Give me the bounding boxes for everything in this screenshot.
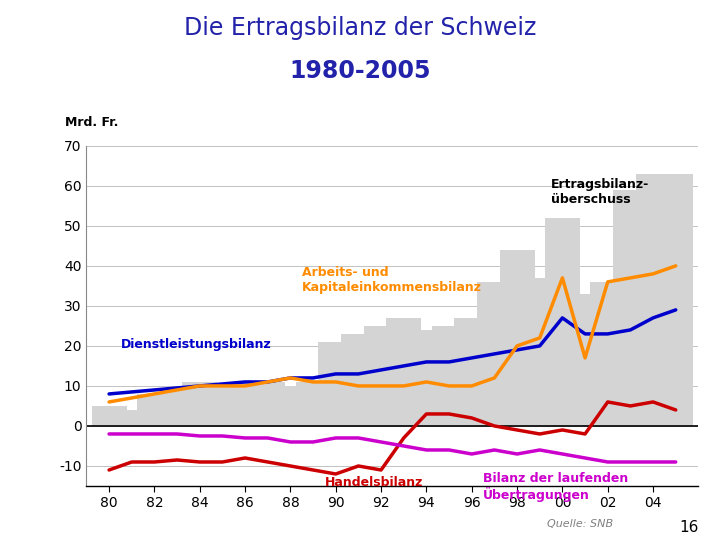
Bar <box>364 326 399 426</box>
Text: Quelle: SNB: Quelle: SNB <box>547 519 613 529</box>
Text: Dienstleistungsbilanz: Dienstleistungsbilanz <box>120 338 271 351</box>
Text: Arbeits- und
Kapitaleinkommensbilanz: Arbeits- und Kapitaleinkommensbilanz <box>302 266 482 294</box>
Bar <box>295 382 330 426</box>
Text: Die Ertragsbilanz der Schweiz: Die Ertragsbilanz der Schweiz <box>184 16 536 40</box>
Bar <box>341 334 376 426</box>
Bar <box>454 318 490 426</box>
Bar <box>590 282 625 426</box>
Text: Ertragsbilanz-
überschuss: Ertragsbilanz- überschuss <box>551 178 649 206</box>
Bar <box>182 382 217 426</box>
Bar <box>160 390 194 426</box>
Text: Mrd. Fr.: Mrd. Fr. <box>65 116 118 129</box>
Text: Bilanz der laufenden
Übertragungen: Bilanz der laufenden Übertragungen <box>483 472 629 502</box>
Bar <box>273 386 308 426</box>
Bar <box>431 326 467 426</box>
Bar <box>636 174 670 426</box>
Bar <box>137 394 172 426</box>
Text: 1980-2005: 1980-2005 <box>289 59 431 83</box>
Bar <box>228 382 263 426</box>
Bar <box>114 410 149 426</box>
Bar <box>477 282 512 426</box>
Bar <box>567 294 603 426</box>
Bar <box>409 330 444 426</box>
Bar <box>250 382 285 426</box>
Bar <box>386 318 421 426</box>
Bar <box>658 174 693 426</box>
Text: 16: 16 <box>679 519 698 535</box>
Bar <box>613 190 648 426</box>
Bar <box>522 278 557 426</box>
Text: Handelsbilanz: Handelsbilanz <box>325 476 423 489</box>
Bar <box>318 342 354 426</box>
Bar <box>204 386 240 426</box>
Bar <box>545 218 580 426</box>
Bar <box>500 250 535 426</box>
Bar <box>91 406 127 426</box>
